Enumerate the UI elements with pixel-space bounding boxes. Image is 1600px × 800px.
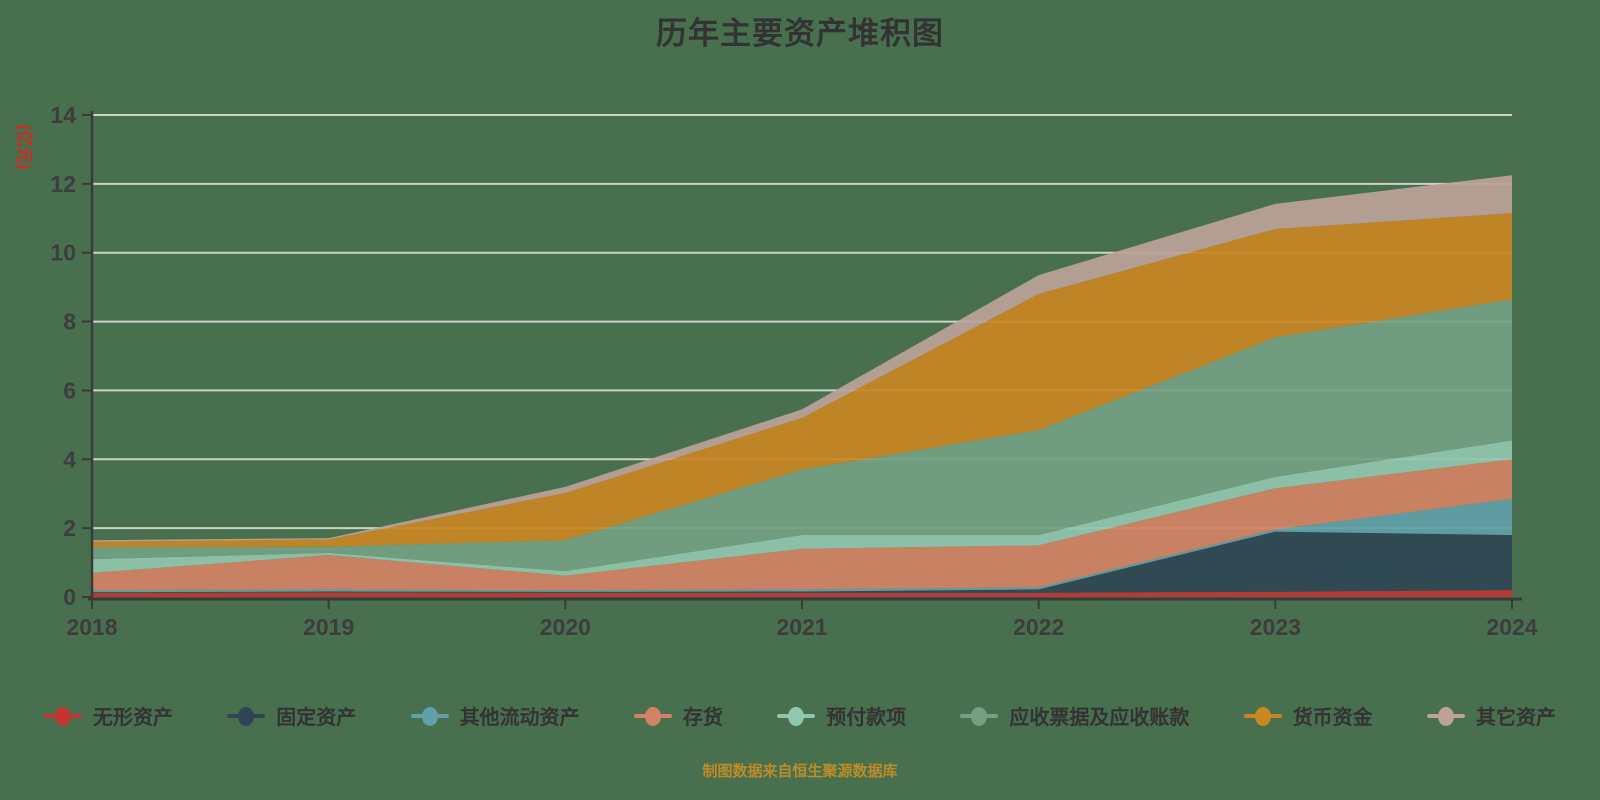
- x-axis-tick-label: 2022: [1013, 614, 1064, 640]
- data-source-note: 制图数据来自恒生聚源数据库: [702, 763, 898, 780]
- x-axis-tick-label: 2024: [1486, 614, 1537, 640]
- y-axis-tick-label: 14: [50, 102, 76, 128]
- legend-label: 预付款项: [826, 707, 907, 729]
- x-axis-tick-label: 2020: [540, 614, 591, 640]
- legend-item-3[interactable]: 存货: [633, 701, 723, 730]
- y-axis-tick-label: 4: [63, 446, 76, 472]
- legend-label: 无形资产: [93, 707, 173, 729]
- page-title: 历年主要资产堆积图: [656, 16, 944, 51]
- stack-area-4[interactable]: [92, 440, 1512, 576]
- legend-line-circle-icon: [633, 706, 672, 726]
- legend-item-4[interactable]: 预付款项: [777, 701, 906, 730]
- legend-line-circle-icon: [1243, 706, 1282, 726]
- stack-area-6[interactable]: [92, 213, 1512, 548]
- y-axis-tick-label: 2: [63, 515, 76, 541]
- x-axis-tick-label: 2019: [303, 614, 354, 640]
- legend-line-circle-icon: [227, 706, 266, 726]
- y-axis-tick-label: 6: [63, 377, 76, 403]
- x-axis-tick-label: 2021: [776, 614, 827, 640]
- stack-area-1[interactable]: [92, 531, 1512, 593]
- legend-line-circle-icon: [1426, 706, 1465, 726]
- y-axis-tick-label: 8: [63, 309, 76, 335]
- stack-area-0[interactable]: [92, 590, 1512, 597]
- stack-area-7[interactable]: [92, 175, 1512, 542]
- legend-line-circle-icon: [410, 706, 449, 726]
- stack-area-3[interactable]: [92, 459, 1512, 591]
- legend-label: 其它资产: [1475, 707, 1556, 729]
- legend-item-1[interactable]: 固定资产: [227, 701, 356, 730]
- legend-label: 货币资金: [1292, 707, 1373, 729]
- stack-area-5[interactable]: [92, 299, 1512, 572]
- legend-line-circle-icon: [960, 706, 999, 726]
- chart-legend: 无形资产 固定资产 其他流动资产 存货 预付款项 应收票据及应收账款 货币资金 其它资产: [44, 701, 1556, 730]
- legend-item-6[interactable]: 货币资金: [1243, 701, 1373, 730]
- legend-label: 其他流动资产: [459, 707, 580, 729]
- legend-item-5[interactable]: 应收票据及应收账款: [960, 701, 1189, 730]
- y-axis-tick-label: 10: [50, 240, 76, 266]
- legend-label: 固定资产: [276, 707, 357, 729]
- x-axis-tick-label: 2018: [66, 614, 117, 640]
- legend-item-2[interactable]: 其他流动资产: [410, 701, 580, 730]
- legend-line-circle-icon: [777, 706, 816, 726]
- legend-label: 存货: [682, 707, 723, 729]
- legend-line-circle-icon: [44, 706, 82, 726]
- legend-item-7[interactable]: 其它资产: [1426, 701, 1556, 730]
- y-axis-tick-label: 12: [50, 171, 76, 197]
- y-axis-tick-label: 0: [63, 584, 76, 610]
- x-axis-tick-label: 2023: [1250, 614, 1301, 640]
- legend-label: 应收票据及应收账款: [1009, 707, 1190, 729]
- legend-item-0[interactable]: 无形资产: [44, 701, 173, 730]
